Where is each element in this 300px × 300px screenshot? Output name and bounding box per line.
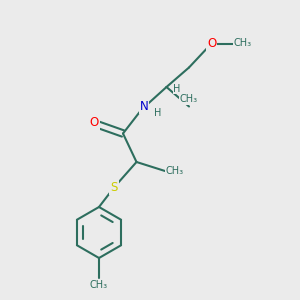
Text: N: N bbox=[140, 100, 148, 113]
Text: CH₃: CH₃ bbox=[180, 94, 198, 104]
Text: CH₃: CH₃ bbox=[166, 166, 184, 176]
Text: O: O bbox=[207, 37, 216, 50]
Text: S: S bbox=[110, 181, 118, 194]
Text: CH₃: CH₃ bbox=[234, 38, 252, 49]
Text: CH₃: CH₃ bbox=[90, 280, 108, 290]
Text: O: O bbox=[90, 116, 99, 129]
Text: H: H bbox=[154, 108, 161, 118]
Text: H: H bbox=[173, 83, 181, 94]
